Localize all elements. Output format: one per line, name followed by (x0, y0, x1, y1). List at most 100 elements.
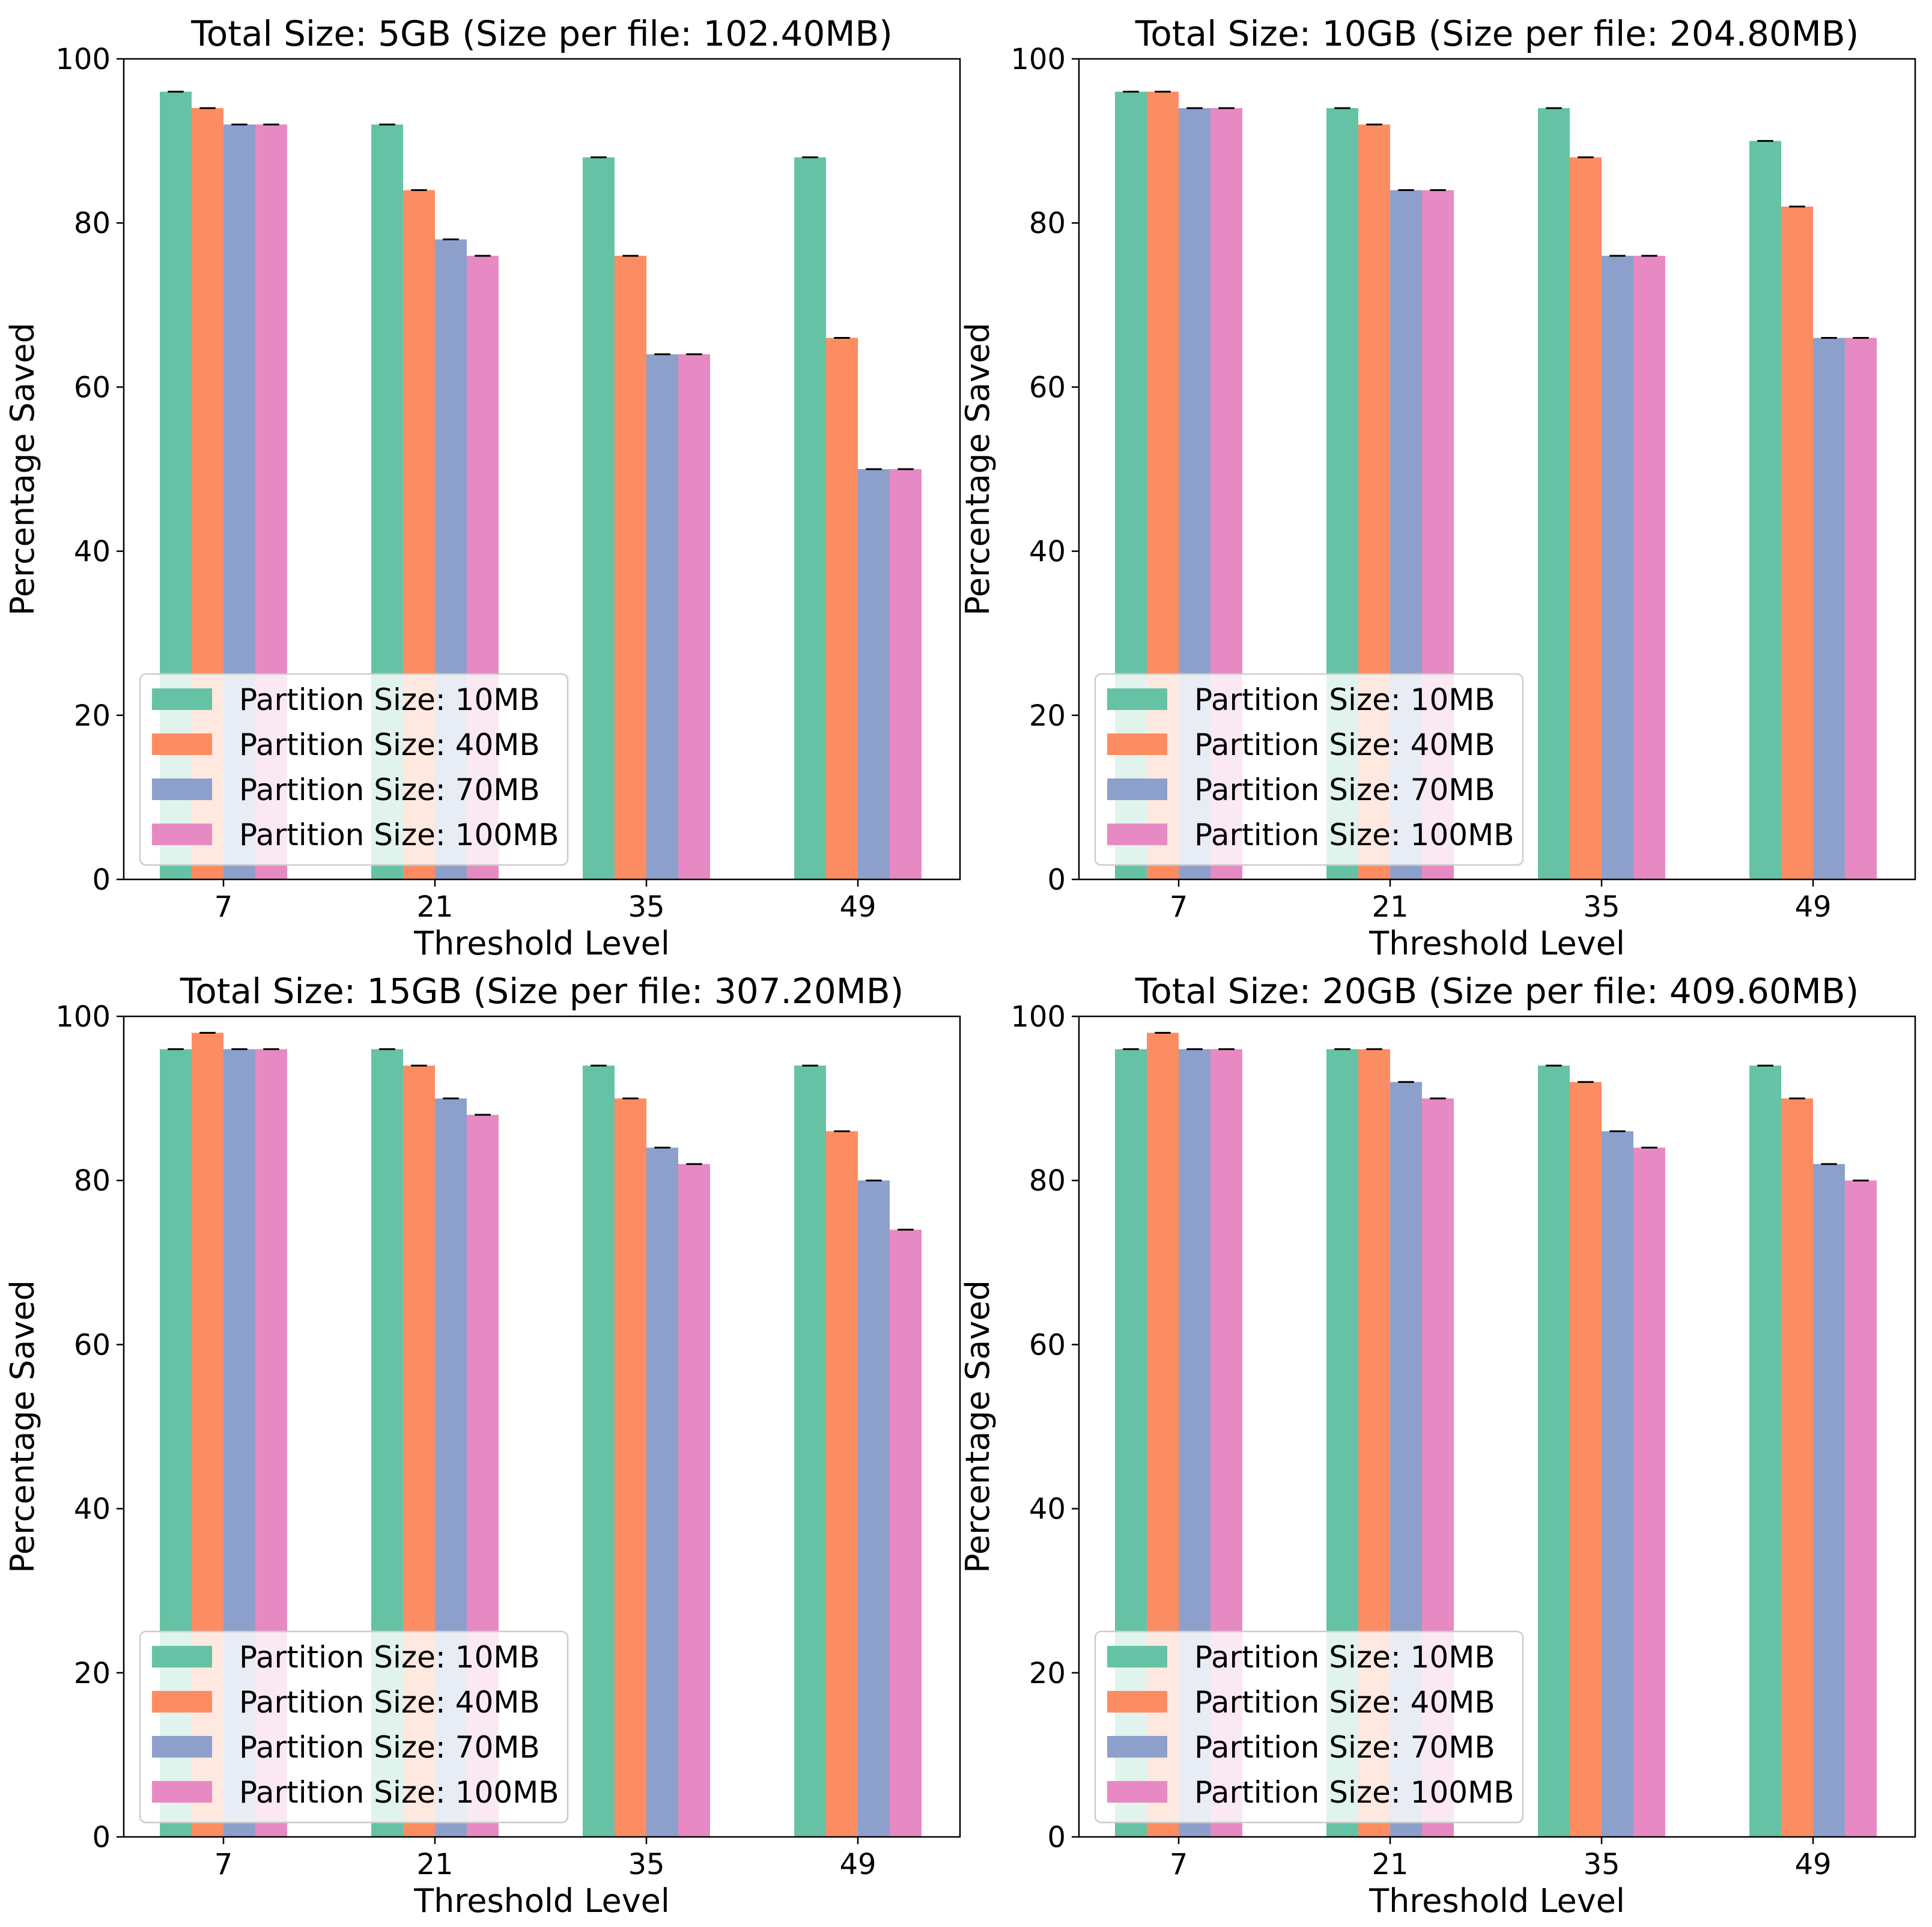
y-tick-label: 0 (92, 863, 111, 897)
bar (615, 1098, 646, 1837)
legend-swatch (152, 688, 212, 710)
bar (1538, 1065, 1570, 1837)
bar (1845, 338, 1877, 879)
y-axis-label: Percentage Saved (959, 323, 997, 616)
bar (1602, 1131, 1633, 1837)
chart-title: Total Size: 10GB (Size per file: 204.80M… (1135, 13, 1859, 54)
y-tick-label: 80 (74, 1164, 111, 1198)
bar (1570, 1082, 1602, 1837)
y-axis-label: Percentage Saved (959, 1280, 997, 1573)
bar (826, 1131, 858, 1837)
bar (1633, 1147, 1665, 1837)
bar (615, 255, 646, 880)
x-tick-label: 7 (214, 890, 233, 924)
y-tick-label: 80 (1029, 1164, 1066, 1198)
legend-swatch (152, 1736, 212, 1758)
x-axis-label: Threshold Level (413, 1882, 670, 1920)
legend-swatch (1107, 733, 1167, 755)
legend-label: Partition Size: 70MB (1194, 772, 1495, 807)
legend-label: Partition Size: 100MB (1194, 1775, 1514, 1810)
bar (583, 157, 615, 879)
bar (1813, 338, 1845, 879)
y-axis-label: Percentage Saved (4, 1280, 41, 1573)
x-tick-label: 7 (1170, 1848, 1188, 1881)
legend-label: Partition Size: 40MB (1194, 1685, 1495, 1720)
bar (1781, 206, 1813, 879)
legend-label: Partition Size: 10MB (1194, 1640, 1495, 1675)
bar (794, 157, 826, 879)
bar (1602, 255, 1633, 880)
axes-frame (1078, 58, 1916, 881)
bar (1633, 255, 1665, 880)
bar (678, 354, 710, 879)
bar (1781, 1098, 1813, 1837)
chart-panel-1: 0 20 40 60 80 100 7 21 35 49 Total Size: 5GB (Size… (4, 13, 961, 962)
y-tick-label: 60 (1029, 371, 1066, 404)
bar (1845, 1180, 1877, 1837)
y-tick-label: 100 (55, 1000, 111, 1034)
y-tick-label: 20 (74, 1657, 111, 1690)
y-tick-label: 60 (74, 1328, 111, 1362)
axes-frame (123, 58, 961, 881)
axes-frame (123, 1015, 961, 1838)
bar (890, 1230, 922, 1837)
x-axis-label: Threshold Level (413, 924, 670, 962)
x-tick-label: 49 (839, 890, 876, 924)
x-tick-label: 49 (839, 1848, 876, 1881)
bar (646, 1147, 678, 1837)
x-tick-label: 21 (1372, 890, 1408, 924)
chart-panel-2: 0 20 40 60 80 100 7 21 35 49 Total Size: 10GB (Siz… (959, 13, 1916, 962)
y-axis-label: Percentage Saved (4, 323, 41, 616)
bar (1813, 1164, 1845, 1837)
legend-frame (1094, 673, 1524, 866)
x-tick-label: 21 (416, 890, 453, 924)
y-tick-label: 100 (55, 43, 111, 76)
bar (794, 1065, 826, 1837)
legend-label: Partition Size: 100MB (1194, 818, 1514, 852)
bar (858, 469, 890, 879)
x-tick-label: 49 (1794, 1848, 1831, 1881)
chart-panel-4: 0 20 40 60 80 100 7 21 35 49 Total Size: 20GB (Siz… (959, 971, 1916, 1920)
legend-frame (1094, 1630, 1524, 1824)
x-tick-label: 49 (1794, 890, 1831, 924)
chart-title: Total Size: 15GB (Size per file: 307.20M… (180, 971, 904, 1012)
bar (1749, 141, 1781, 880)
legend-swatch (1107, 1736, 1167, 1758)
legend-label: Partition Size: 10MB (1194, 682, 1495, 717)
legend-swatch (1107, 1646, 1167, 1668)
legend-label: Partition Size: 100MB (239, 818, 559, 852)
y-tick-label: 40 (74, 535, 111, 569)
bar (1749, 1065, 1781, 1837)
legend-swatch (152, 778, 212, 800)
y-tick-label: 40 (74, 1493, 111, 1526)
x-tick-label: 35 (628, 890, 664, 924)
x-axis-label: Threshold Level (1368, 1882, 1625, 1920)
bar (826, 338, 858, 879)
legend: Partition Size: 10MB Partition Size: 40MB… (1094, 1630, 1524, 1824)
y-tick-label: 100 (1010, 43, 1066, 76)
y-tick-label: 80 (74, 207, 111, 240)
legend: Partition Size: 10MB Partition Size: 40MB… (1094, 673, 1524, 866)
legend-swatch (1107, 1691, 1167, 1713)
legend-swatch (152, 1691, 212, 1713)
x-tick-label: 21 (416, 1848, 453, 1881)
legend-label: Partition Size: 70MB (239, 1730, 540, 1765)
bar (1538, 108, 1570, 880)
bar (583, 1065, 615, 1837)
legend-label: Partition Size: 70MB (239, 772, 540, 807)
x-tick-label: 7 (214, 1848, 233, 1881)
legend-label: Partition Size: 10MB (239, 682, 540, 717)
x-axis-label: Threshold Level (1368, 924, 1625, 962)
y-tick-label: 0 (92, 1821, 111, 1854)
legend-label: Partition Size: 40MB (239, 1685, 540, 1720)
bar (858, 1180, 890, 1837)
legend-swatch (1107, 824, 1167, 845)
y-tick-label: 80 (1029, 207, 1066, 240)
y-tick-label: 40 (1029, 1493, 1066, 1526)
x-tick-label: 21 (1372, 1848, 1408, 1881)
y-tick-label: 100 (1010, 1000, 1066, 1034)
legend-label: Partition Size: 100MB (239, 1775, 559, 1810)
y-tick-label: 20 (1029, 1657, 1066, 1690)
x-tick-label: 35 (1583, 1848, 1620, 1881)
